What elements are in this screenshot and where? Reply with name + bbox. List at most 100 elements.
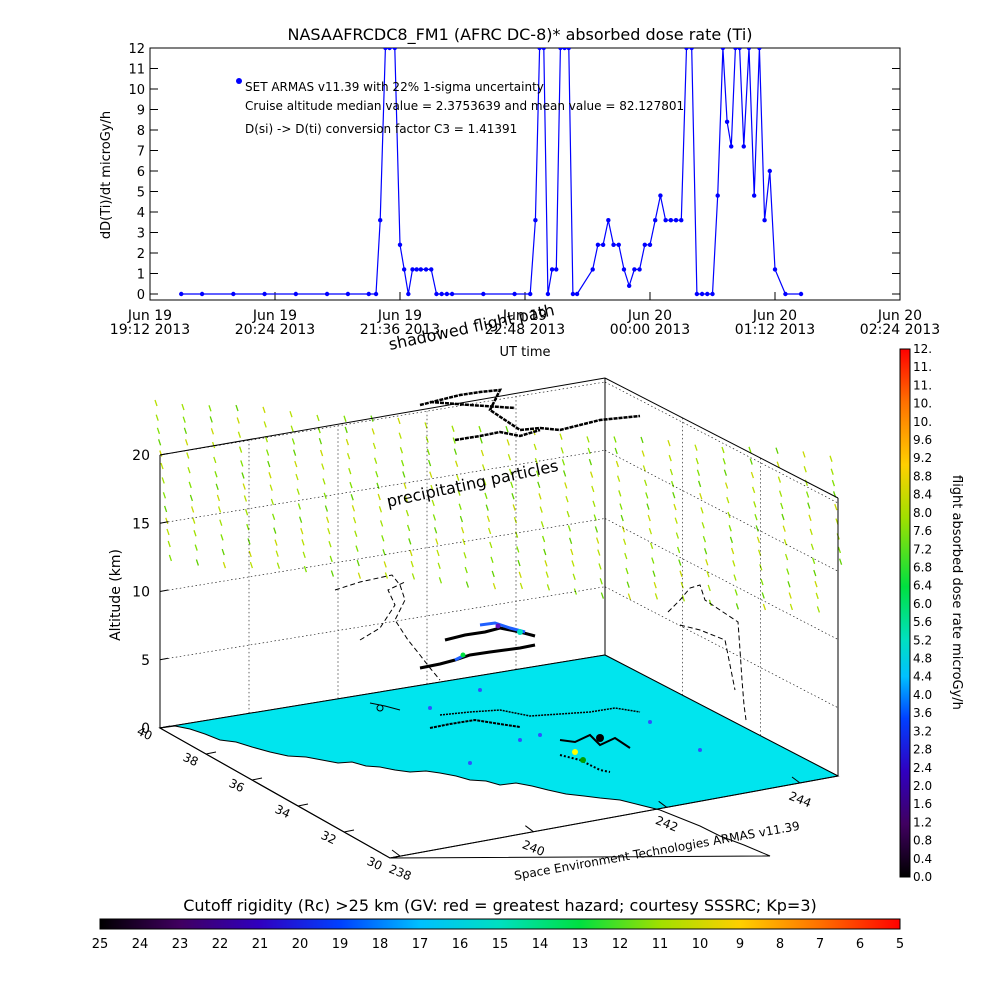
particle-mark [782, 525, 786, 532]
particle-mark [614, 447, 618, 455]
particle-mark [489, 541, 493, 549]
particle-mark [803, 466, 807, 473]
dose-rate-point [724, 119, 730, 125]
particle-mark [572, 573, 576, 581]
flight-dose-mark-teal [517, 629, 523, 635]
particle-mark [189, 494, 194, 502]
dose-rate-point [481, 291, 486, 297]
particle-mark [316, 414, 320, 422]
particle-mark [248, 550, 252, 558]
dose-colorbar-tick-label: 0.8 [913, 834, 932, 848]
top-y-tick-label: 5 [137, 186, 145, 201]
grid-line-left-wall [159, 586, 606, 661]
particle-mark [653, 581, 657, 589]
dose-rate-point [590, 267, 595, 272]
particle-mark [811, 557, 816, 565]
dose-rate-point [663, 218, 668, 223]
particle-mark [345, 438, 350, 446]
particle-mark [155, 414, 159, 421]
particle-mark [673, 503, 677, 511]
particle-mark [460, 526, 465, 534]
particle-mark [289, 411, 293, 418]
rigidity-colorbar-tick-label: 11 [652, 937, 669, 952]
particle-mark [567, 525, 572, 532]
rigidity-colorbar-tick-label: 13 [572, 937, 589, 952]
particle-mark [355, 545, 359, 552]
particle-mark [327, 527, 331, 535]
particle-mark [354, 530, 358, 537]
dose-rate-point [684, 48, 689, 51]
dose-rate-point [715, 193, 720, 198]
particle-mark [157, 439, 162, 446]
particle-mark [679, 570, 683, 577]
particle-mark [613, 436, 617, 443]
dose-rate-point [434, 291, 439, 297]
dose-rate-point [616, 242, 621, 247]
top-y-tick-label: 11 [128, 63, 145, 78]
particle-mark [182, 416, 186, 423]
particle-mark [426, 448, 431, 456]
dose-rate-point [429, 267, 434, 272]
dose-rate-point [621, 267, 627, 272]
dose-rate-point [439, 291, 444, 297]
dose-colorbar-tick-label: 6.0 [913, 597, 932, 611]
lat-tick-mark [251, 777, 263, 781]
particle-mark [344, 426, 348, 434]
particle-mark [726, 496, 730, 504]
particle-mark [566, 510, 570, 518]
precipitating-particle-field [154, 399, 843, 613]
dose-rate-point [733, 48, 738, 51]
dose-rate-series-line [181, 48, 801, 295]
particle-mark [163, 505, 168, 513]
particle-mark [703, 548, 708, 555]
particle-mark [834, 503, 838, 511]
particle-mark [193, 530, 197, 537]
particle-mark [732, 560, 736, 567]
particle-mark [454, 460, 459, 467]
particle-mark [778, 490, 783, 497]
particle-mark [546, 584, 551, 591]
lat-tick-mark [297, 803, 309, 807]
dose-colorbar-label: flight absorbed dose rate microGy/h [949, 475, 964, 710]
grid-line-left-wall [159, 449, 606, 524]
particle-mark [702, 535, 707, 543]
dose-rate-point [562, 48, 567, 51]
z-tick-mark [159, 589, 169, 592]
particle-mark [809, 528, 813, 536]
dose-rate-point [345, 291, 351, 297]
dose-colorbar-tick-label: 8.4 [913, 488, 932, 502]
particle-mark [813, 569, 817, 577]
particle-mark [384, 572, 389, 579]
particle-mark [479, 437, 483, 444]
particle-mark [707, 584, 711, 592]
dose-rate-point [798, 291, 804, 297]
dose-rate-point [647, 242, 653, 247]
particle-mark [325, 516, 330, 523]
dose-colorbar-tick-label: 5.2 [913, 633, 932, 647]
top-chart-title: NASAAFRCDC8_FM1 (AFRC DC-8)* absorbed do… [288, 25, 753, 45]
particle-mark [786, 568, 790, 575]
dose-colorbar-tick-label: 4.4 [913, 670, 932, 684]
z-tick-label: 10 [132, 585, 150, 601]
particle-mark [404, 495, 408, 502]
particle-mark [678, 559, 682, 566]
lat-tick-label: 40 [135, 724, 155, 743]
z-axis-label: Altitude (km) [108, 549, 124, 641]
particle-mark [490, 556, 494, 564]
particle-mark [830, 468, 834, 475]
z-axis-ticks: 0 5 10 15 20 [132, 448, 169, 737]
particle-mark [652, 570, 656, 577]
ground-features [369, 688, 702, 773]
dose-rate-point [566, 48, 571, 51]
top-y-tick-label: 3 [137, 227, 145, 242]
particle-mark [161, 477, 165, 484]
particle-mark [297, 503, 302, 510]
particle-mark [517, 559, 521, 567]
particle-mark [167, 540, 171, 548]
particle-mark [642, 465, 647, 472]
dose-colorbar-tick-label: 9.6 [913, 433, 932, 447]
particle-mark [159, 450, 163, 457]
particle-mark [382, 549, 386, 556]
top-x-tick-label-time: 21:36 2013 [360, 322, 440, 338]
